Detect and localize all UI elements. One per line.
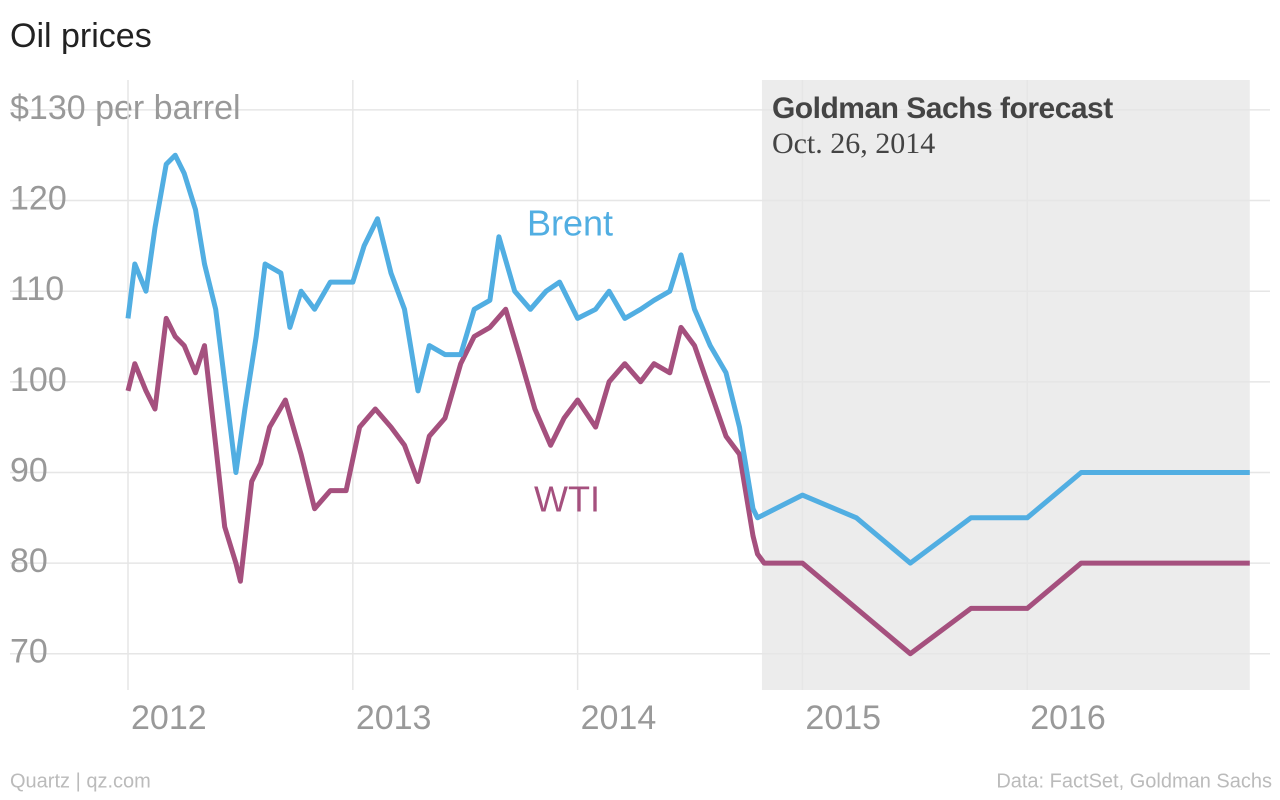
y-tick-label: 110 [10,270,64,308]
forecast-region [761,80,1250,690]
x-tick-label: 2012 [131,699,207,737]
forecast-date: Oct. 26, 2014 [772,127,935,160]
series-label: Brent [527,203,613,244]
series-line [125,306,1250,657]
y-tick-label: 120 [10,180,67,218]
x-tick-label: 2014 [581,699,657,737]
chart-title: Oil prices [10,17,152,55]
source-left: Quartz | qz.com [10,770,151,792]
x-tick-label: 2015 [805,699,881,737]
y-tick-label: 90 [10,451,48,489]
x-tick-label: 2013 [356,699,432,737]
y-tick-label: $130 per barrel [10,89,241,127]
y-tick-label: 80 [10,542,48,580]
x-tick-label: 2016 [1030,699,1106,737]
y-tick-label: 100 [10,361,67,399]
series-label: WTI [534,479,600,520]
series-line [125,152,1250,566]
source-right: Data: FactSet, Goldman Sachs [996,770,1272,792]
forecast-title: Goldman Sachs forecast [772,92,1113,125]
y-tick-label: 70 [10,633,48,671]
